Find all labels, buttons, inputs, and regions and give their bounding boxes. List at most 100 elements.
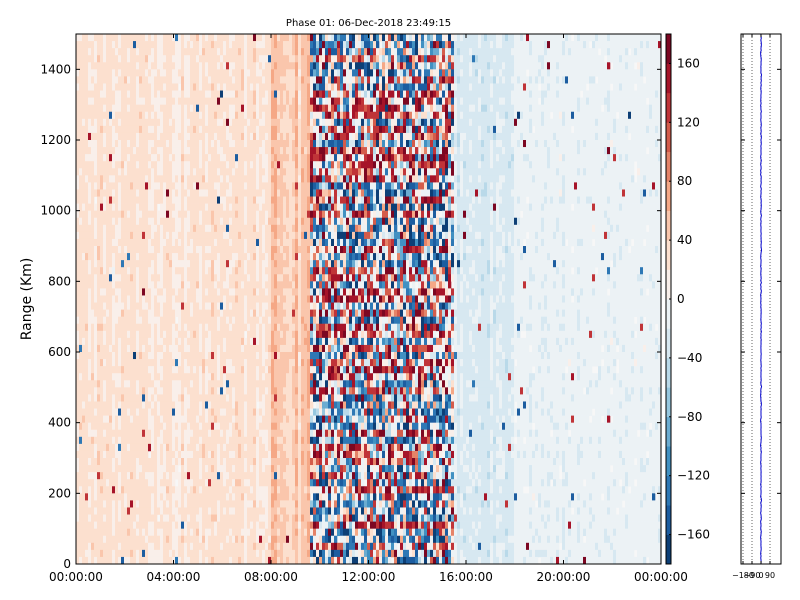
heatmap-cell [94,90,98,98]
heatmap-cell [127,493,131,501]
heatmap-cell [109,253,113,261]
heatmap-cell [262,203,266,211]
heatmap-cell [190,161,194,169]
heatmap-cell [79,267,83,275]
heatmap-cell [232,535,236,544]
heatmap-cell [238,373,242,381]
heatmap-cell [139,281,143,289]
heatmap-cell [259,295,263,303]
heatmap-cell [94,436,98,445]
heatmap-cell [97,380,101,388]
heatmap-cell [214,394,218,402]
heatmap-cell [232,359,236,367]
heatmap-cell [148,288,152,296]
heatmap-cell [184,302,188,310]
heatmap-cell [229,132,233,141]
heatmap-cell [211,323,215,332]
heatmap-cell [226,288,230,296]
heatmap-cell [157,408,161,416]
heatmap-cell [115,55,119,63]
heatmap-cell [196,443,200,452]
heatmap-cell [172,189,176,197]
heatmap-cell [262,175,266,183]
heatmap-cell [151,161,155,169]
heatmap-cell [112,267,116,275]
heatmap-cell [202,104,206,113]
heatmap-cell [247,41,251,49]
heatmap-cell [88,161,92,169]
heatmap-cell [253,34,257,42]
heatmap-cell [268,436,272,445]
heatmap-cell [202,472,206,480]
heatmap-cell [232,111,236,120]
heatmap-cell [184,182,188,190]
heatmap-cell [172,274,176,282]
heatmap-cell [253,323,257,332]
heatmap-cell [109,189,113,197]
heatmap-cell [244,415,248,423]
heatmap-cell [166,253,170,261]
heatmap-cell [256,140,260,148]
heatmap-cell [118,189,122,197]
heatmap-cell [226,465,230,473]
heatmap-cell [220,224,224,233]
heatmap-cell [229,443,233,452]
heatmap-cell [112,535,116,544]
heatmap-cell [178,493,182,501]
heatmap-cell [232,458,236,466]
heatmap-cell [181,472,185,480]
heatmap-cell [133,549,137,558]
heatmap-cell [241,118,245,127]
heatmap-cell [271,521,275,529]
heatmap-cell [274,429,278,438]
heatmap-cell [187,380,191,388]
heatmap-cell [268,337,272,346]
heatmap-cell [82,125,86,134]
heatmap-cell [163,55,167,63]
heatmap-cell [121,83,125,91]
heatmap-cell [259,528,263,537]
heatmap-cell [205,175,209,183]
heatmap-cell [244,465,248,473]
heatmap-cell [97,549,101,558]
heatmap-cell [238,295,242,303]
heatmap-cell [232,380,236,388]
heatmap-cell [232,196,236,204]
heatmap-cell [241,479,245,487]
heatmap-cell [271,203,275,211]
heatmap-cell [244,147,248,155]
heatmap-cell [229,408,233,416]
heatmap-cell [148,323,152,332]
heatmap-cell [205,288,209,296]
heatmap-cell [223,549,227,558]
heatmap-cell [232,175,236,183]
heatmap-cell [217,344,221,353]
heatmap-cell [103,231,107,240]
heatmap-cell [154,246,158,254]
heatmap-cell [88,118,92,127]
heatmap-cell [154,352,158,360]
heatmap-cell [154,274,158,282]
heatmap-cell [202,316,206,325]
heatmap-cell [160,217,164,226]
heatmap-cell [217,549,221,558]
heatmap-cell [88,41,92,49]
heatmap-cell [196,556,200,565]
heatmap-cell [109,281,113,289]
heatmap-cell [94,380,98,388]
heatmap-cell [178,189,182,197]
heatmap-cell [91,246,95,254]
heatmap-cell [175,302,179,310]
heatmap-cell [190,217,194,226]
heatmap-cell [148,231,152,240]
heatmap-cell [142,295,146,303]
heatmap-cell [184,500,188,508]
heatmap-cell [205,479,209,487]
heatmap-cell [172,373,176,381]
heatmap-cell [199,224,203,233]
heatmap-cell [88,260,92,268]
heatmap-cell [220,90,224,98]
heatmap-cell [166,104,170,113]
heatmap-cell [202,246,206,254]
heatmap-cell [274,140,278,148]
